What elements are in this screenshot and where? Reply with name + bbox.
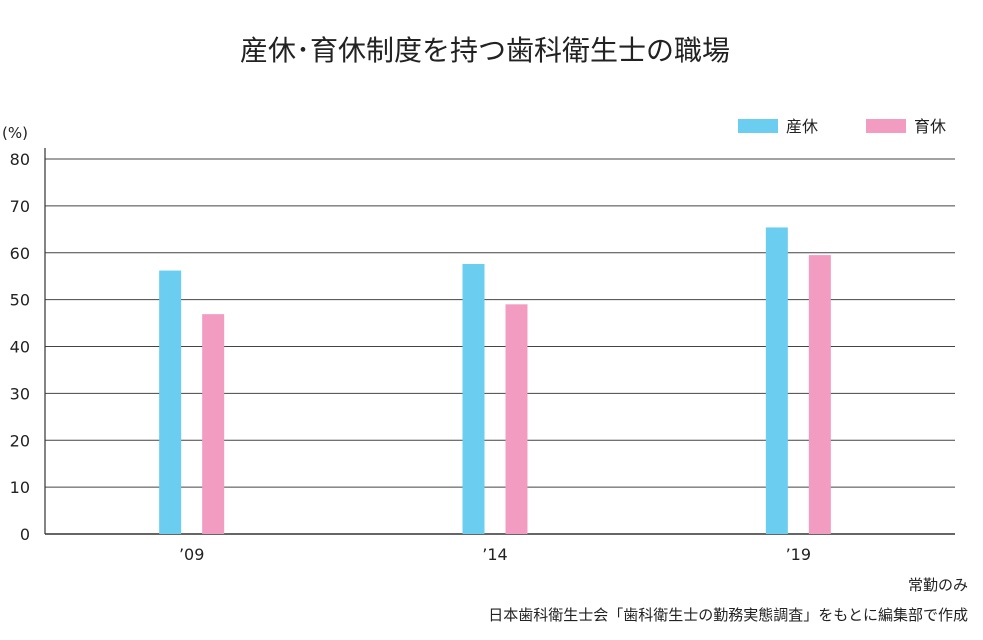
- bar-childcare: [808, 255, 831, 534]
- legend-swatch: [866, 119, 906, 133]
- y-tick-label: 0: [20, 525, 30, 544]
- y-tick-label: 70: [10, 197, 30, 216]
- bar-maternity: [159, 270, 182, 534]
- y-tick-label: 40: [10, 338, 30, 357]
- y-tick-label: 60: [10, 244, 30, 263]
- legend-label: 育休: [914, 117, 946, 136]
- legend-label: 産休: [786, 117, 818, 136]
- y-axis-unit: (%): [2, 124, 28, 142]
- x-axis-labels: ’09 ’14 ’19: [179, 545, 811, 564]
- x-tick-label: ’19: [786, 545, 811, 564]
- legend-swatch: [738, 119, 778, 133]
- bar-childcare: [505, 304, 528, 534]
- bars: [159, 227, 831, 534]
- bar-childcare: [202, 314, 225, 534]
- gridlines: [45, 158, 955, 535]
- y-tick-label: 10: [10, 478, 30, 497]
- x-tick-label: ’14: [482, 545, 507, 564]
- note-source: 日本歯科衛生士会「歯科衛生士の勤務実態調査」をもとに編集部で作成: [488, 606, 968, 624]
- note-fulltime: 常勤のみ: [908, 576, 968, 594]
- y-tick-label: 80: [10, 150, 30, 169]
- y-tick-label: 30: [10, 384, 30, 403]
- legend: 産休 育休: [738, 117, 946, 136]
- y-axis-ticks: 0 10 20 30 40 50 60 70 80: [10, 150, 30, 544]
- chart-title: 産休･育休制度を持つ歯科衛生士の職場: [240, 34, 730, 67]
- bar-maternity: [765, 227, 788, 534]
- y-tick-label: 20: [10, 431, 30, 450]
- x-tick-label: ’09: [179, 545, 204, 564]
- y-tick-label: 50: [10, 291, 30, 310]
- bar-maternity: [462, 264, 485, 534]
